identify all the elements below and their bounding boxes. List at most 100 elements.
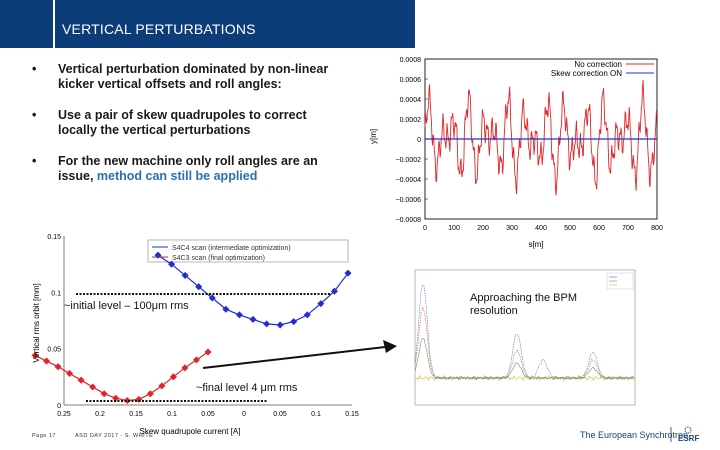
s4c4-point: [330, 287, 338, 295]
s4c4-point: [344, 269, 352, 277]
s4c3-point: [89, 383, 97, 391]
s4c3-point: [169, 373, 177, 381]
bullet-text: Vertical perturbation dominated by non-l…: [58, 62, 329, 91]
orbit-xtick-label: 600: [593, 225, 605, 232]
orbit-ytick-label: 0: [417, 137, 421, 144]
legend-skew-correction: Skew correction ON: [551, 69, 622, 78]
orbit-xtick-label: 700: [622, 225, 634, 232]
arrow-shaft: [202, 346, 386, 369]
orbit-chart: 0.0008 0.0006 0.0004 0.0002 0 −0.0002 −0.0004 −…: [369, 57, 663, 249]
orbit-ytick-label: 0.0006: [400, 77, 422, 84]
orbit-ytick-label: −0.0002: [396, 157, 422, 164]
scan-xtick-label: 0.1: [311, 411, 321, 418]
scan-xtick-label: 0.05: [273, 411, 287, 418]
s4c3-point: [66, 369, 74, 377]
s4c4-point: [317, 300, 325, 308]
s4c3-point: [204, 348, 212, 356]
banner-divider: [53, 0, 55, 48]
orbit-xlabel: s[m]: [528, 240, 543, 249]
bullet-text: Use a pair of skew quadrupoles to correc…: [58, 108, 307, 137]
bullet-dot: •: [32, 154, 37, 168]
initial-level-annotation: ~initial level – 100μm rms: [64, 300, 189, 312]
scan-ytick-label: 0.1: [51, 290, 61, 297]
bullet-item: • Use a pair of skew quadrupoles to corr…: [32, 108, 342, 138]
scan-xtick-label: 0.1: [167, 411, 177, 418]
s4c3-point: [42, 357, 51, 365]
bullet-text: For the new machine only roll angles are…: [58, 154, 318, 183]
bpm-resolution-annotation: Approaching the BPM resolution: [470, 292, 578, 317]
title-banner: [0, 0, 415, 48]
scan-xtick-label: 0.15: [129, 411, 143, 418]
s4c4-point: [290, 318, 298, 326]
s4c3-scan-line: [34, 351, 209, 402]
s4c3-point: [100, 390, 108, 398]
s4c3-point: [181, 364, 189, 372]
scan-xtick-label: 0.15: [345, 411, 359, 418]
bpm-series-green: [414, 337, 635, 380]
orbit-ytick-label: −0.0004: [396, 177, 422, 184]
orbit-xtick-label: 400: [535, 225, 547, 232]
scan-xtick-label: 0.05: [201, 411, 215, 418]
scan-ytick-label: 0: [57, 403, 61, 410]
bullet-item: • For the new machine only roll angles a…: [32, 154, 342, 184]
bpm-series-red: [414, 306, 635, 381]
orbit-ytick-label: −0.0006: [396, 197, 422, 204]
bullet-dot: •: [32, 62, 37, 76]
s4c4-point: [303, 311, 311, 319]
bullet-highlight: method can still be applied: [96, 169, 258, 183]
s4c3-point: [54, 363, 62, 371]
bpm-series-gold: [414, 374, 635, 382]
orbit-ytick-label: −0.0008: [396, 217, 422, 224]
orbit-ytick-label: 0.0008: [400, 57, 422, 64]
bullet-list: • Vertical perturbation dominated by non…: [32, 62, 342, 200]
s4c4-point: [249, 315, 257, 323]
no-correction-line: [424, 79, 658, 196]
scan-xtick-label: 0: [242, 411, 246, 418]
s4c3-point: [192, 356, 201, 364]
slide-title: VERTICAL PERTURBATIONS: [62, 21, 256, 37]
logo-star-icon: [684, 426, 692, 434]
orbit-ytick-label: 0.0004: [400, 97, 422, 104]
orbit-ytick-label: 0.0002: [400, 117, 422, 124]
scan-ylabel: Vertical rms orbit [mm]: [32, 283, 41, 363]
final-level-annotation: ~final level 4 μm rms: [196, 382, 298, 394]
s4c3-point: [77, 376, 85, 384]
s4c3-point: [146, 390, 154, 398]
orbit-xtick-label: 300: [506, 225, 518, 232]
scan-legend-blue: S4C4 scan (intermediate optimization): [172, 245, 291, 252]
s4c4-point: [222, 305, 230, 313]
bullet-item: • Vertical perturbation dominated by non…: [32, 62, 342, 92]
orbit-xtick-label: 100: [448, 225, 460, 232]
page-number: Page 17: [32, 433, 56, 439]
footer-org: The European Synchrotron: [580, 430, 689, 440]
s4c4-point: [235, 311, 243, 319]
arrow-head: [383, 340, 397, 353]
s4c3-point: [135, 395, 143, 403]
s4c4-point: [263, 320, 271, 328]
s4c4-point: [208, 294, 216, 302]
scan-legend-red: S4C3 scan (final optimization): [172, 255, 265, 262]
pointer-arrow: [202, 340, 397, 369]
scan-ytick-label: 0.05: [47, 347, 61, 354]
scan-xlabel: Skew quadrupole current [A]: [140, 427, 241, 436]
orbit-xtick-label: 200: [477, 225, 489, 232]
bullet-text-block: For the new machine only roll angles are…: [58, 154, 342, 184]
bpm-plot-frame: [414, 269, 636, 406]
esrf-logo: ESRF: [670, 426, 699, 443]
s4c4-point: [276, 321, 284, 329]
orbit-ylabel: y[m]: [369, 129, 378, 144]
bpm-noise-chart: [414, 269, 636, 406]
bpm-series-blue: [414, 284, 635, 381]
orbit-xtick-label: 800: [651, 225, 663, 232]
scan-xtick-label: 0.25: [57, 411, 71, 418]
legend-no-correction: No correction: [574, 60, 622, 69]
logo-text: ESRF: [678, 434, 699, 443]
bullet-dot: •: [32, 108, 37, 122]
s4c3-point: [158, 382, 166, 390]
scan-xtick-label: 0.2: [95, 411, 105, 418]
scan-ytick-label: 0.15: [47, 234, 61, 241]
s4c4-scan-line: [157, 254, 349, 326]
scan-legend-box: [147, 239, 349, 263]
s4c3-point: [31, 351, 39, 359]
